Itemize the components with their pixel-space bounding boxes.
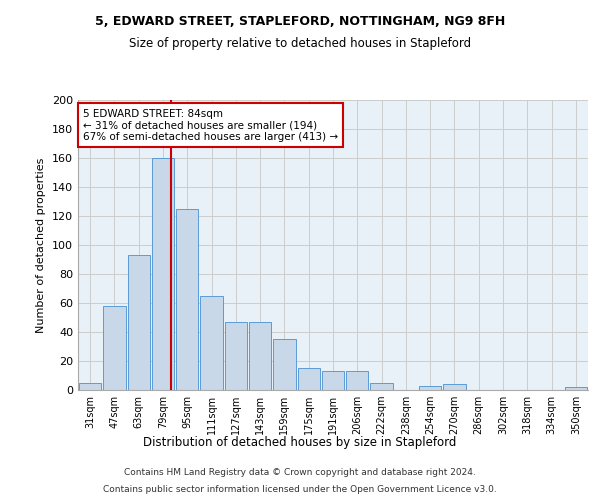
Text: 5 EDWARD STREET: 84sqm
← 31% of detached houses are smaller (194)
67% of semi-de: 5 EDWARD STREET: 84sqm ← 31% of detached…: [83, 108, 338, 142]
Bar: [298, 368, 320, 390]
Bar: [103, 306, 125, 390]
Bar: [176, 209, 199, 390]
Bar: [565, 387, 587, 390]
Bar: [224, 322, 247, 390]
Bar: [128, 255, 150, 390]
Bar: [152, 158, 174, 390]
Bar: [346, 371, 368, 390]
Y-axis label: Number of detached properties: Number of detached properties: [37, 158, 46, 332]
Bar: [200, 296, 223, 390]
Text: Distribution of detached houses by size in Stapleford: Distribution of detached houses by size …: [143, 436, 457, 449]
Text: Contains HM Land Registry data © Crown copyright and database right 2024.: Contains HM Land Registry data © Crown c…: [124, 468, 476, 477]
Bar: [443, 384, 466, 390]
Bar: [322, 371, 344, 390]
Text: 5, EDWARD STREET, STAPLEFORD, NOTTINGHAM, NG9 8FH: 5, EDWARD STREET, STAPLEFORD, NOTTINGHAM…: [95, 15, 505, 28]
Bar: [273, 339, 296, 390]
Text: Size of property relative to detached houses in Stapleford: Size of property relative to detached ho…: [129, 38, 471, 51]
Bar: [370, 383, 393, 390]
Bar: [249, 322, 271, 390]
Text: Contains public sector information licensed under the Open Government Licence v3: Contains public sector information licen…: [103, 484, 497, 494]
Bar: [79, 383, 101, 390]
Bar: [419, 386, 442, 390]
